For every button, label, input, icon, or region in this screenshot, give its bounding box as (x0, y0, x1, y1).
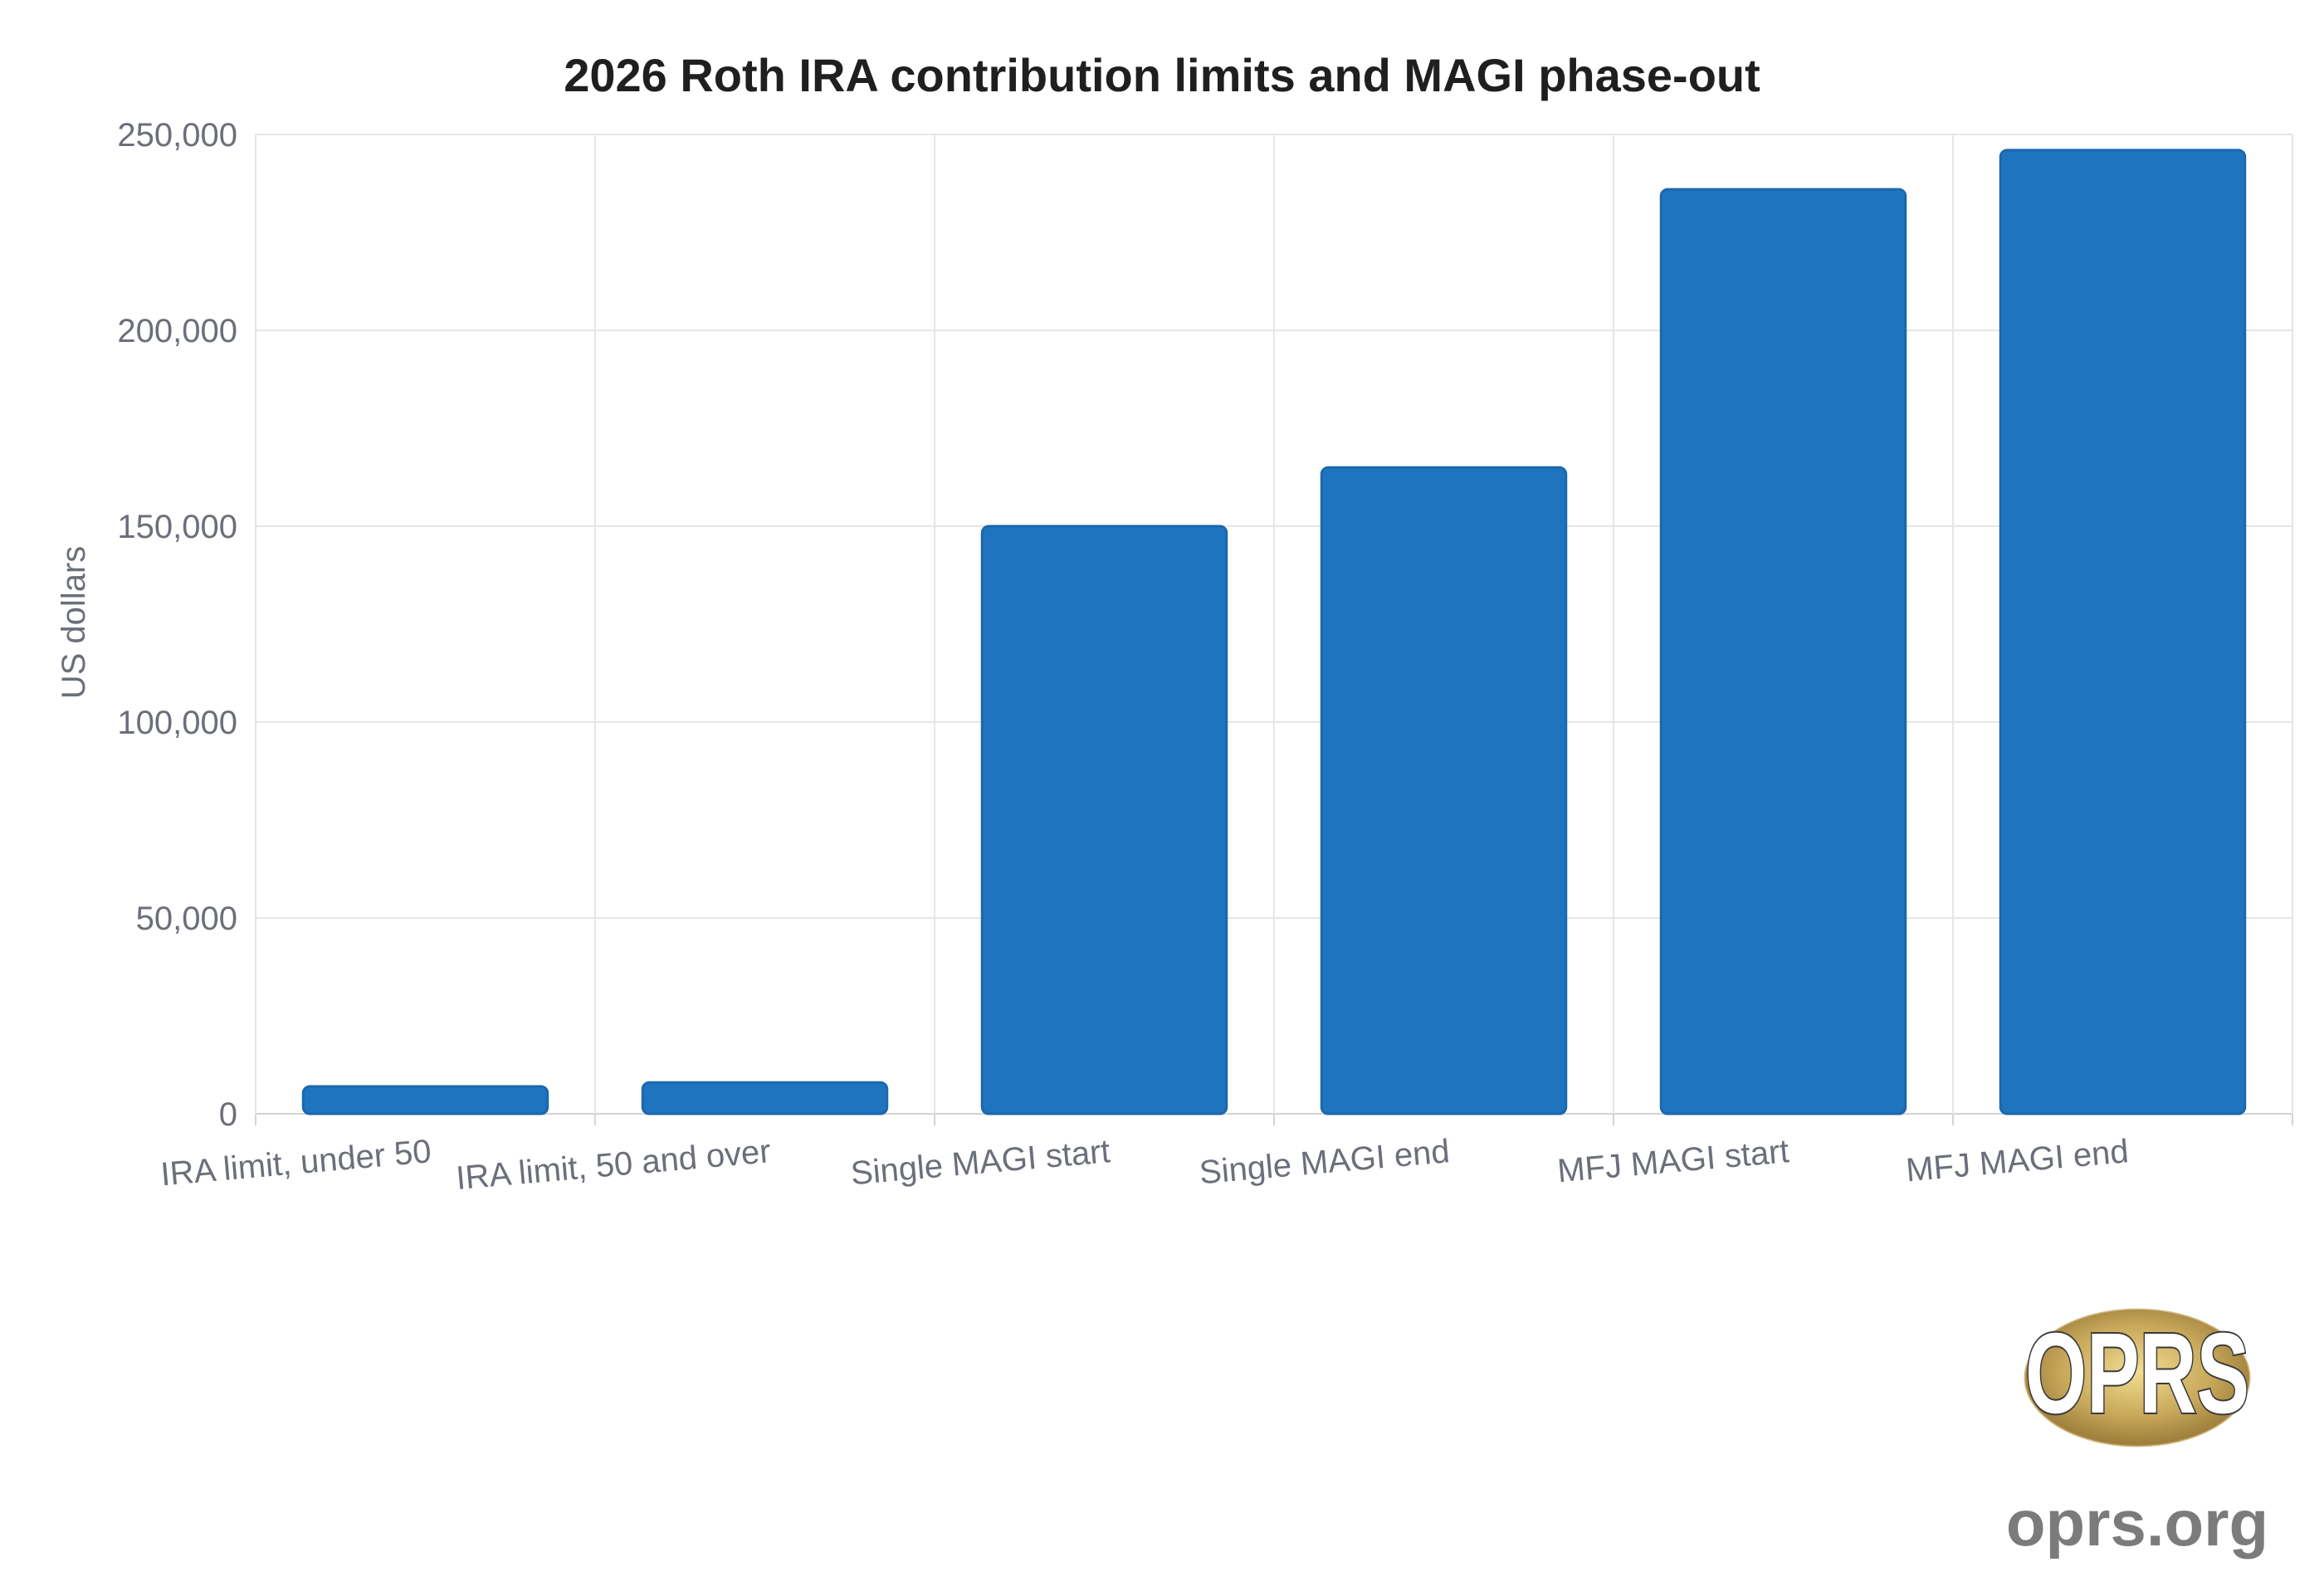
bar (1320, 466, 1568, 1115)
y-tick-label: 100,000 (117, 705, 237, 741)
x-tick-label: Single MAGI end (1198, 1133, 1451, 1191)
y-tick-label: 50,000 (136, 900, 237, 937)
bar (980, 525, 1228, 1115)
x-tick-label: MFJ MAGI end (1905, 1133, 2131, 1188)
x-axis-ticks: IRA limit, under 50 IRA limit, 50 and ove… (159, 1133, 2130, 1197)
bars (301, 149, 2247, 1115)
y-tick-label: 250,000 (117, 117, 237, 154)
x-tick-label: Single MAGI start (849, 1133, 1111, 1192)
bar (1659, 188, 1907, 1115)
bar (641, 1081, 889, 1115)
x-tick-label: IRA limit, 50 and over (455, 1133, 773, 1197)
y-tick-label: 0 (219, 1096, 237, 1133)
y-axis-title: US dollars (56, 546, 92, 700)
bar (301, 1085, 549, 1115)
y-tick-label: 200,000 (117, 313, 237, 349)
bar (1999, 149, 2247, 1115)
y-tick-label: 150,000 (117, 509, 237, 545)
grid (255, 134, 2293, 1125)
x-tick-label: IRA limit, under 50 (159, 1133, 432, 1193)
oprs-logo: OPRS (2024, 1308, 2251, 1447)
chart-title: 2026 Roth IRA contribution limits and MA… (564, 49, 1760, 101)
logo-text: OPRS (2025, 1310, 2249, 1437)
x-tick-label: MFJ MAGI start (1556, 1133, 1791, 1189)
site-url: oprs.org (2006, 1486, 2268, 1559)
y-axis-ticks: 0 50,000 100,000 150,000 200,000 250,000 (117, 117, 237, 1133)
